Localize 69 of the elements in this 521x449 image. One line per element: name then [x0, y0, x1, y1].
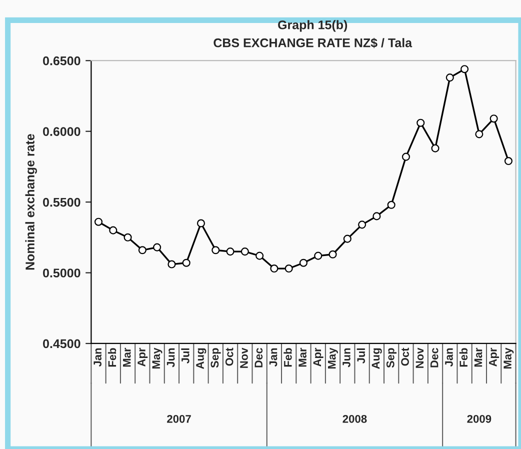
point	[94, 218, 103, 226]
x-tick-label: Feb	[284, 348, 292, 367]
point	[490, 114, 498, 123]
x-tick-label: Jul	[181, 348, 190, 364]
point	[270, 264, 278, 273]
x-tick-label: Jan	[269, 348, 278, 367]
x-tick-label: Sep	[210, 348, 221, 368]
x-tick-label: Oct	[225, 348, 234, 366]
y-axis-title: Nominal exchange rate	[25, 134, 37, 270]
point	[284, 264, 293, 273]
x-tick-label: Jan	[94, 348, 102, 367]
point	[372, 212, 381, 220]
point	[138, 246, 146, 254]
point	[402, 152, 410, 161]
point	[182, 258, 190, 267]
point	[299, 258, 308, 267]
x-tick-label: Oct	[401, 348, 409, 366]
point	[446, 74, 454, 82]
x-tick-label: Feb	[108, 348, 116, 367]
text: 2008	[342, 414, 367, 423]
x-tick-label: Jul	[356, 348, 366, 364]
x-tick-label: Jun	[342, 348, 350, 368]
point	[431, 144, 440, 152]
point	[240, 248, 249, 256]
x-tick-label: Dec	[430, 348, 438, 368]
x-tick-label: May	[152, 348, 162, 369]
point	[153, 243, 162, 252]
x-tick-label: Jun	[166, 348, 175, 368]
point	[109, 226, 118, 234]
x-tick-label: Mar	[123, 348, 131, 367]
y-tick-label: 0.5000	[43, 268, 80, 278]
x-tick-label: Sep	[386, 348, 397, 368]
point	[328, 250, 337, 258]
y-tick-label: 0.4500	[43, 339, 80, 348]
x-tick-label: Apr	[489, 348, 500, 367]
x-tick-label: Aug	[196, 348, 206, 369]
x-tick-label: May	[504, 348, 514, 369]
point	[358, 220, 366, 229]
y-tick-label: 0.6000	[43, 127, 80, 136]
point	[256, 252, 264, 260]
x-tick-label: May	[328, 348, 338, 369]
point	[212, 246, 220, 254]
x-tick-label: Dec	[254, 348, 263, 368]
y-tick-label: 0.6500	[43, 56, 80, 66]
x-tick-label: Nov	[416, 348, 424, 368]
point	[168, 260, 176, 268]
point	[196, 219, 206, 228]
chart-subtitle: CBS EXCHANGE RATE NZ$ / Tala	[214, 38, 412, 48]
point	[504, 157, 512, 166]
x-tick-label: Jan	[445, 348, 453, 367]
x-tick-label: Apr	[313, 348, 324, 367]
point	[387, 200, 396, 209]
point	[124, 233, 132, 242]
x-tick-label: Aug	[372, 348, 382, 369]
chart-title: Graph 15(b)	[278, 20, 348, 32]
x-tick-label: Apr	[138, 348, 148, 367]
point	[416, 118, 425, 127]
point	[475, 130, 484, 138]
point	[314, 252, 322, 260]
point	[460, 65, 469, 74]
x-tick-label: Mar	[474, 348, 482, 367]
y-tick-label: 0.5500	[43, 198, 80, 207]
text: 2007	[167, 414, 191, 423]
x-tick-label: Nov	[240, 348, 248, 368]
point	[226, 248, 234, 256]
x-tick-label: Feb	[459, 348, 468, 367]
x-tick-label: Mar	[298, 348, 306, 367]
point	[343, 234, 352, 243]
text: 2009	[467, 414, 492, 423]
